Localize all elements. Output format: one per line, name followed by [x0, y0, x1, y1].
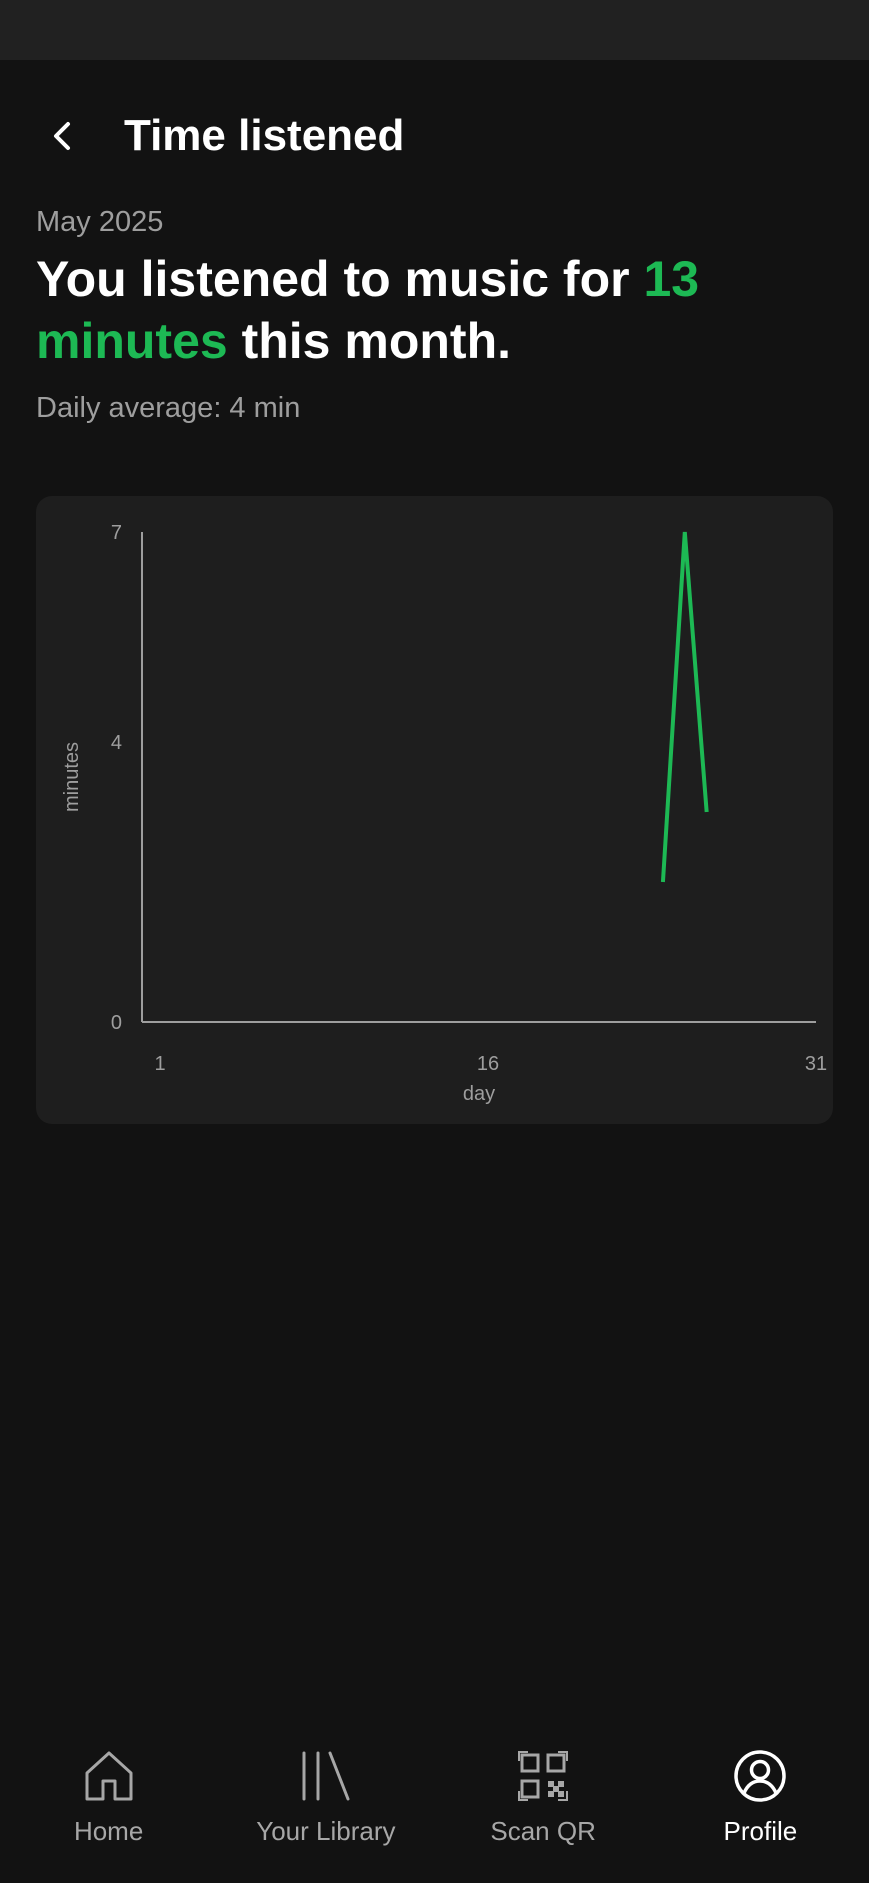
- y-tick-label: 4: [111, 732, 122, 754]
- month-label: May 2025: [36, 206, 164, 238]
- headline-prefix: You listened to music for: [36, 251, 644, 307]
- x-tick-label: 16: [477, 1053, 499, 1075]
- series-layer: [660, 531, 709, 883]
- x-tick-label: 1: [154, 1053, 165, 1075]
- nav-label-library: Your Library: [256, 1816, 396, 1846]
- y-tick-label: 7: [111, 522, 122, 544]
- headline-suffix: this month.: [227, 313, 512, 369]
- profile-icon: [734, 1750, 787, 1802]
- daily-average: Daily average: 4 min: [36, 392, 301, 424]
- headline: You listened to music for 13 minutes thi…: [36, 248, 836, 372]
- time-listened-chart: 0 4 7 1 16 31 minutes day: [61, 522, 827, 1105]
- chevron-left-icon: [54, 122, 70, 150]
- page-title: Time listened: [124, 111, 405, 160]
- x-axis-label: day: [463, 1083, 495, 1105]
- status-bar: [0, 0, 869, 60]
- nav-item-home[interactable]: Home: [0, 1720, 217, 1883]
- y-tick-labels: 0 4 7: [111, 522, 122, 1034]
- bottom-nav: Home Your Library Scan Q: [0, 1720, 869, 1883]
- y-axis-label: minutes: [61, 742, 83, 812]
- nav-item-library[interactable]: Your Library: [217, 1720, 434, 1883]
- y-tick-label: 0: [111, 1012, 122, 1034]
- series-line: [660, 531, 709, 883]
- nav-label-home: Home: [73, 1816, 144, 1846]
- nav-item-scan-qr[interactable]: Scan QR: [435, 1720, 652, 1883]
- nav-label-scan-qr: Scan QR: [490, 1816, 596, 1846]
- library-icon: [302, 1751, 350, 1801]
- qr-code-icon: [518, 1751, 569, 1801]
- home-icon: [85, 1751, 133, 1801]
- chart-card: 0 4 7 1 16 31 minutes day: [36, 496, 833, 1124]
- nav-label-profile: Profile: [723, 1816, 798, 1846]
- headline-accent: 13 minutes: [36, 251, 700, 369]
- x-tick-label: 31: [805, 1053, 827, 1075]
- back-button[interactable]: [36, 110, 88, 162]
- nav-item-profile[interactable]: Profile: [652, 1720, 869, 1883]
- x-tick-labels: 1 16 31: [154, 1053, 827, 1075]
- header: Time listened: [0, 60, 869, 205]
